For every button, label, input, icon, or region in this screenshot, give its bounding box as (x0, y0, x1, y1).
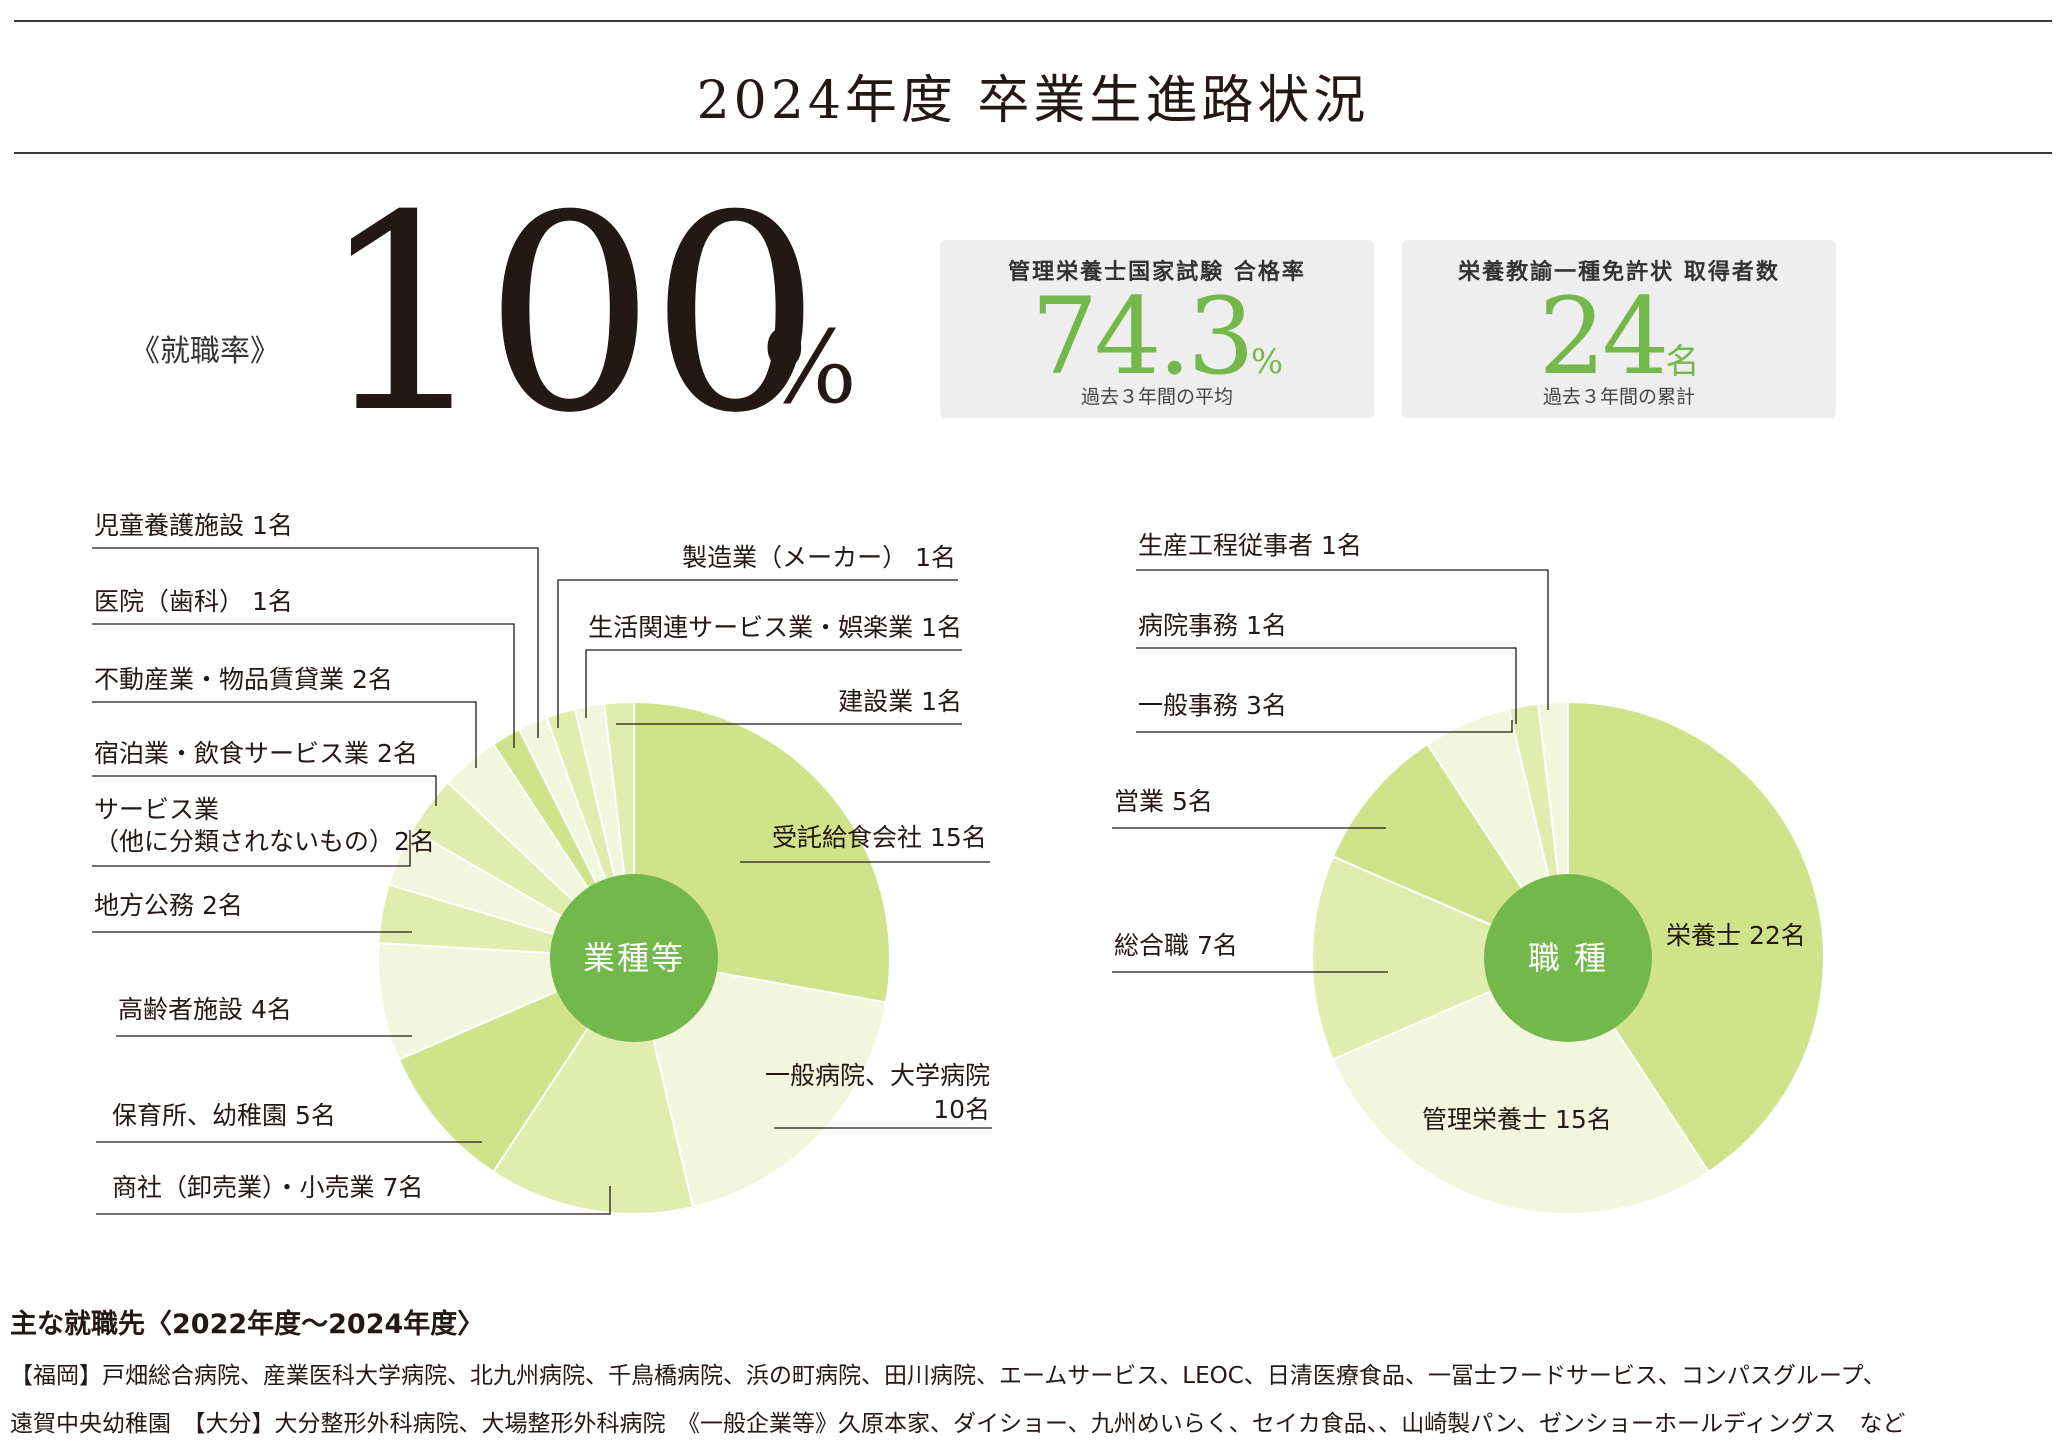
pie0-label-6: サービス業 (94, 795, 219, 824)
pie0-center-disc (550, 874, 718, 1042)
pie0-leader-11 (557, 579, 958, 728)
pie0-label-11: 製造業（メーカー） 1名 (682, 543, 956, 572)
employment-rate-value: 100 (318, 157, 821, 472)
pie0-leader-6 (92, 830, 411, 867)
pie0-label-10: 児童養護施設 1名 (94, 511, 293, 540)
pie0-label-3: 保育所、幼稚園 5名 (112, 1101, 336, 1130)
teacher-license-card: 栄養教諭一種免許状 取得者数 24名 過去３年間の累計 (1402, 240, 1836, 418)
pie1-slice-1 (1331, 956, 1711, 1215)
pie1-label-2: 総合職 7名 (1114, 931, 1238, 960)
pie0-label-9: 医院（歯科） 1名 (94, 587, 293, 616)
pie0-label2-6: （他に分類されないもの）2名 (94, 827, 435, 856)
pie0-label2-1: 10名 (933, 1095, 990, 1124)
pie1-label-1: 管理栄養士 15名 (1422, 1105, 1612, 1134)
pie0-leader-9 (92, 623, 515, 748)
title-rule (14, 152, 2052, 154)
pie1-leader-4 (1136, 720, 1513, 733)
top-rule (14, 20, 2052, 22)
pie0-label-0: 受託給食会社 15名 (772, 823, 987, 852)
pie1-center-label: 職 種 (1528, 939, 1608, 977)
pie0-label-5: 地方公務 2名 (94, 891, 243, 920)
pie0-label-12: 生活関連サービス業・娯楽業 1名 (588, 613, 962, 642)
employment-rate-label: 《就職率》 (130, 334, 280, 369)
pie0-leader-12 (585, 649, 962, 718)
employers-heading: 主な就職先〈2022年度〜2024年度〉 (10, 1309, 485, 1340)
teacher-license-note: 過去３年間の累計 (1542, 386, 1695, 408)
exam-pass-rate-value: 74.3 (1030, 275, 1255, 398)
pie0-slice-1 (632, 956, 888, 1209)
pie1-label-5: 病院事務 1名 (1138, 611, 1287, 640)
pie1-label-3: 営業 5名 (1114, 787, 1213, 816)
exam-pass-rate-card: 管理栄養士国家試験 合格率 74.3% 過去３年間の平均 (940, 240, 1374, 418)
pie1-leader-6 (1136, 569, 1549, 710)
employers-line-1: 【福岡】戸畑総合病院、産業医科大学病院、北九州病院、千鳥橋病院、浜の町病院、田川… (10, 1363, 1886, 1389)
pie0-leader-2 (96, 1186, 611, 1215)
pie1-label-4: 一般事務 3名 (1138, 691, 1287, 720)
pie0-leader-8 (92, 701, 477, 768)
pie0-center-label: 業種等 (583, 939, 685, 977)
pie0-leader-10 (92, 547, 539, 738)
employment-rate-unit: % (762, 309, 858, 426)
teacher-license-unit: 名 (1665, 342, 1700, 382)
pie0-label-13: 建設業 1名 (838, 687, 962, 716)
pie1-center-disc (1484, 874, 1652, 1042)
exam-pass-rate-note: 過去３年間の平均 (1080, 386, 1233, 408)
teacher-license-value: 24 (1538, 275, 1670, 398)
pie0-label-4: 高齢者施設 4名 (118, 995, 292, 1024)
pie1-label-0: 栄養士 22名 (1666, 921, 1806, 950)
pie0-leader-7 (92, 775, 437, 806)
pie0-label-2: 商社（卸売業）・小売業 7名 (112, 1173, 423, 1202)
pie0-label-8: 不動産業・物品賃貸業 2名 (94, 665, 393, 694)
pie1-label-6: 生産工程従事者 1名 (1138, 531, 1362, 560)
employers-line-2: 遠賀中央幼稚園 【大分】大分整形外科病院、大場整形外科病院 《一般企業等》久原本… (10, 1411, 1906, 1437)
pie0-label-7: 宿泊業・飲食サービス業 2名 (94, 739, 418, 768)
teacher-license-title: 栄養教諭一種免許状 取得者数 (1458, 260, 1780, 285)
pie1-slice-2 (1311, 855, 1571, 1061)
exam-pass-rate-unit: % (1250, 342, 1284, 382)
pie0-label-1: 一般病院、大学病院 (765, 1061, 990, 1090)
pie1-leader-5 (1136, 647, 1517, 724)
page-title: 2024年度 卒業生進路状況 (696, 71, 1370, 131)
exam-pass-rate-title: 管理栄養士国家試験 合格率 (1008, 260, 1306, 285)
